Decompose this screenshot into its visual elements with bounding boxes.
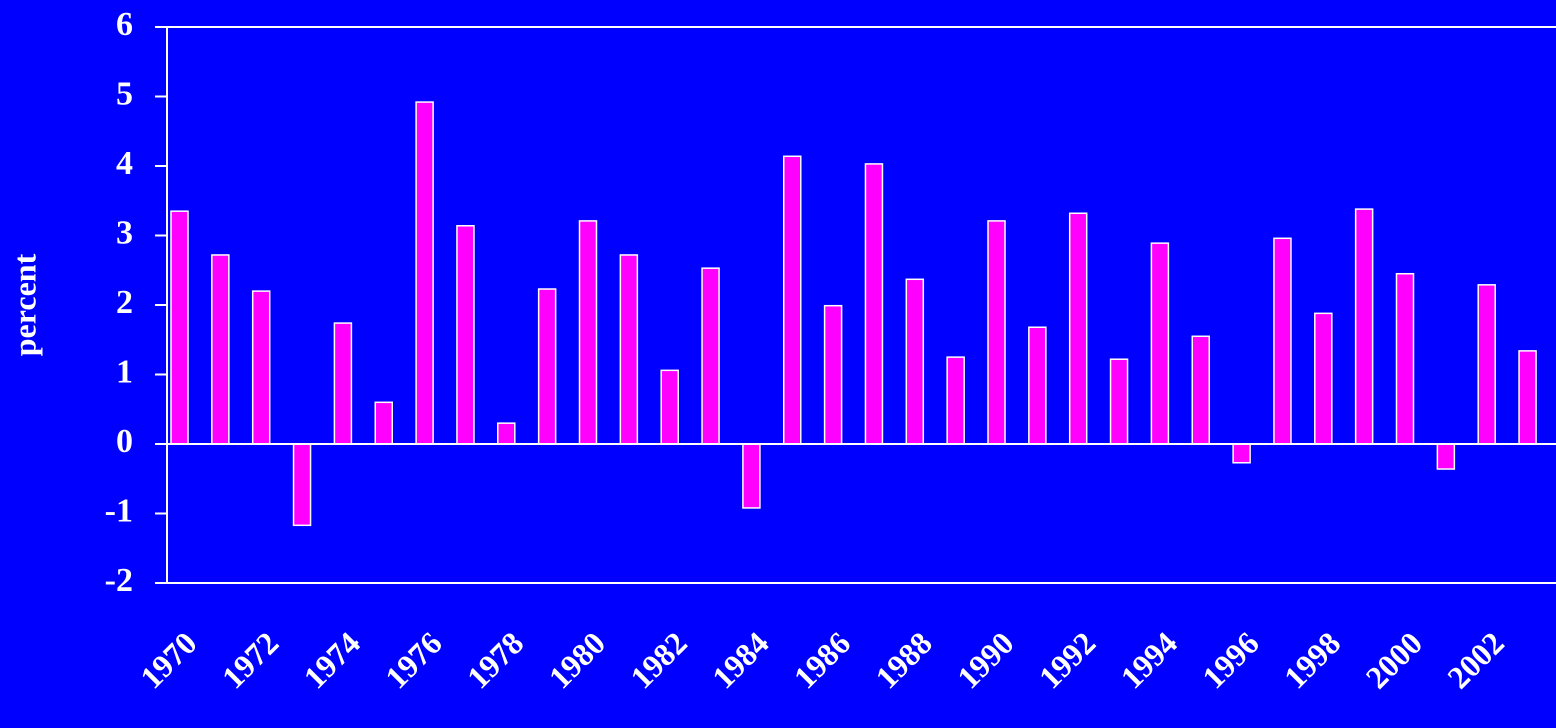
bar [456,225,475,445]
bar [1068,212,1088,445]
bar [783,155,802,445]
bar [415,101,434,445]
bar [1395,272,1415,445]
y-tick-label: 6 [116,6,133,43]
bar [1436,443,1456,470]
bar [701,267,720,445]
bar [170,210,189,445]
bar [1028,326,1047,445]
bar [864,163,884,445]
bar [1354,208,1374,445]
bar [823,304,843,445]
bar [1477,284,1496,445]
bar [1191,335,1210,445]
y-tick-label: 0 [116,423,133,460]
bar [1518,350,1537,445]
bar [946,356,965,445]
bar [987,220,1006,445]
bar [905,278,925,445]
y-tick-label: 4 [116,145,133,182]
bar [333,322,353,445]
y-tick-label: -1 [105,492,133,529]
bar [211,254,230,445]
y-tick-label: 5 [116,75,133,112]
bar [619,254,639,445]
bar [578,220,598,445]
bar [537,288,557,445]
bar [1150,242,1170,445]
y-tick-label: 2 [116,284,133,321]
y-axis-label: percent [6,253,42,356]
bar [374,401,393,445]
bar [660,369,679,445]
y-tick-label: 3 [116,214,133,251]
bar [1232,443,1251,464]
bar [742,443,761,509]
y-tick-label: -2 [105,562,133,599]
bar [1314,312,1333,445]
y-tick-label: 1 [116,353,133,390]
bar [292,443,312,527]
bar [251,290,271,445]
bar [1273,237,1292,445]
bar [1109,358,1129,445]
bar [497,422,516,445]
